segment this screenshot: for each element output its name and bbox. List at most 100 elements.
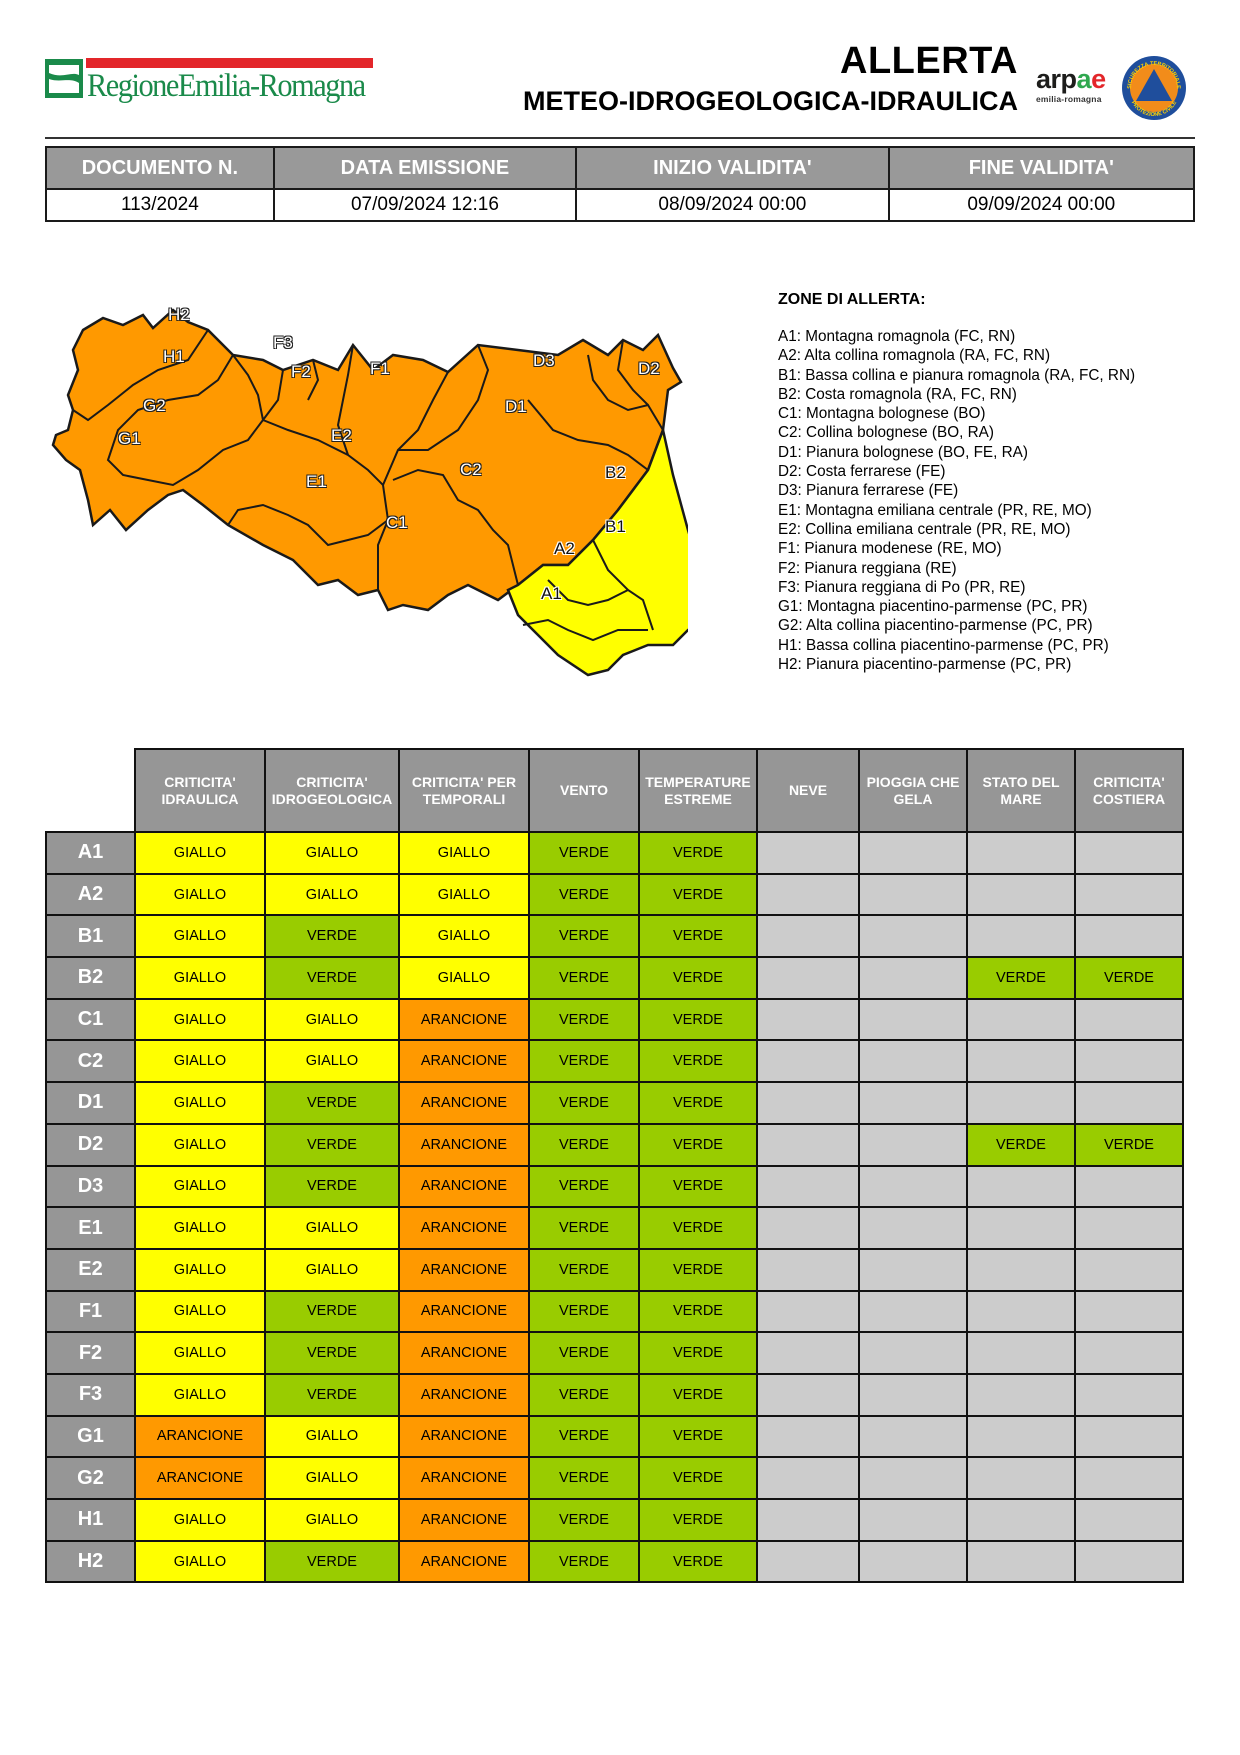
- alert-level-cell: GIALLO: [264, 1456, 400, 1500]
- meta-header-issue-date: DATA EMISSIONE: [272, 146, 578, 190]
- alert-level-cell: [756, 831, 860, 875]
- alert-level-cell: GIALLO: [134, 1122, 266, 1167]
- zone-legend-list: A1: Montagna romagnola (FC, RN) A2: Alta …: [778, 327, 1135, 674]
- alert-level-cell: [858, 872, 968, 917]
- table-row: D2 GIALLO VERDE ARANCIONE VERDE VERDE VERDE VER…: [45, 1122, 1184, 1167]
- table-row: C2 GIALLO GIALLO ARANCIONE VERDE VERDE: [45, 1039, 1184, 1084]
- zone-legend-item: B1: Bassa collina e pianura romagnola (R…: [778, 366, 1136, 384]
- column-header-line: STATO DEL: [982, 773, 1060, 790]
- alert-level-cell: [858, 1122, 968, 1167]
- page-subtitle: METEO-IDROGEOLOGICA-IDRAULICA: [523, 86, 1018, 116]
- table-row: E2 GIALLO GIALLO ARANCIONE VERDE VERDE: [45, 1247, 1184, 1292]
- alert-level-cell: [966, 872, 1076, 917]
- column-header-line: GELA: [893, 790, 933, 807]
- zone-legend-item: H2: Pianura piacentino-parmense (PC, PR): [778, 656, 1072, 674]
- column-header-line: CRITICITA': [164, 773, 236, 790]
- alert-level-cell: [756, 1372, 860, 1417]
- alert-level-cell: ARANCIONE: [398, 1247, 530, 1292]
- alert-level-cell: [1074, 1372, 1184, 1417]
- alert-level-cell: VERDE: [528, 1081, 640, 1125]
- column-header: CRITICITA' IDRAULICA: [134, 748, 266, 833]
- alert-level-cell: VERDE: [264, 1539, 400, 1584]
- alert-level-cell: [858, 831, 968, 875]
- map-label-a1: A1: [541, 584, 562, 603]
- arpae-logo-subtext: emilia-romagna: [1036, 94, 1102, 104]
- alert-level-cell: VERDE: [528, 956, 640, 1000]
- alert-level-cell: VERDE: [528, 1539, 640, 1584]
- alert-level-cell: [966, 1081, 1076, 1125]
- zone-legend-item: D3: Pianura ferrarese (FE): [778, 482, 959, 500]
- zone-code: H2: [45, 1539, 136, 1584]
- alert-level-cell: [966, 1414, 1076, 1459]
- alert-level-cell: VERDE: [528, 1247, 640, 1292]
- column-header-line: TEMPERATURE: [645, 773, 751, 790]
- column-header: CRITICITA' COSTIERA: [1074, 748, 1184, 833]
- column-header: VENTO: [528, 748, 640, 833]
- map-label-d1: D1: [505, 397, 527, 416]
- alert-levels-table: CRITICITA' IDRAULICA CRITICITA' IDROGEOLOGI…: [45, 748, 1184, 1584]
- column-header-line: COSTIERA: [1092, 790, 1166, 807]
- alert-level-cell: GIALLO: [398, 914, 530, 959]
- alert-level-cell: VERDE: [638, 831, 758, 875]
- alert-level-cell: [756, 1498, 860, 1542]
- zone-legend-item: D1: Pianura bolognese (BO, FE, RA): [778, 443, 1028, 461]
- alert-level-cell: VERDE: [966, 956, 1076, 1000]
- alert-level-cell: ARANCIONE: [134, 1414, 266, 1459]
- alert-level-cell: [1074, 1414, 1184, 1459]
- map-label-g2: G2: [143, 396, 166, 415]
- alert-level-cell: GIALLO: [264, 1206, 400, 1250]
- alert-level-cell: VERDE: [264, 1372, 400, 1417]
- alert-level-cell: VERDE: [638, 1372, 758, 1417]
- alert-level-cell: GIALLO: [264, 1247, 400, 1292]
- alert-level-cell: VERDE: [264, 1122, 400, 1167]
- alert-level-cell: [966, 997, 1076, 1042]
- alert-level-cell: VERDE: [528, 1331, 640, 1375]
- alert-level-cell: VERDE: [528, 1289, 640, 1334]
- table-row: E1 GIALLO GIALLO ARANCIONE VERDE VERDE: [45, 1206, 1184, 1250]
- zone-legend-item: F2: Pianura reggiana (RE): [778, 559, 957, 577]
- zone-legend-item: C2: Collina bolognese (BO, RA): [778, 424, 994, 442]
- alert-level-cell: [1074, 1498, 1184, 1542]
- alert-level-cell: [756, 1331, 860, 1375]
- zone-code: B1: [45, 914, 136, 959]
- alert-level-cell: VERDE: [528, 872, 640, 917]
- alert-level-cell: VERDE: [264, 1331, 400, 1375]
- alert-level-cell: [1074, 1081, 1184, 1125]
- map-label-e2: E2: [331, 426, 352, 445]
- alert-level-cell: [858, 1039, 968, 1084]
- alert-level-cell: ARANCIONE: [398, 1372, 530, 1417]
- column-header: CRITICITA' IDROGEOLOGICA: [264, 748, 400, 833]
- alert-level-cell: VERDE: [638, 1331, 758, 1375]
- validity-start: 08/09/2024 00:00: [575, 188, 890, 222]
- alert-level-cell: VERDE: [264, 1289, 400, 1334]
- alert-level-cell: [1074, 872, 1184, 917]
- table-row: C1 GIALLO GIALLO ARANCIONE VERDE VERDE: [45, 997, 1184, 1042]
- alert-level-cell: [858, 997, 968, 1042]
- arpae-logo-text: arpae: [1036, 64, 1106, 94]
- alert-level-cell: [1074, 1456, 1184, 1500]
- alert-level-cell: VERDE: [528, 914, 640, 959]
- alert-level-cell: VERDE: [264, 1081, 400, 1125]
- column-header-line: CRITICITA': [1093, 773, 1165, 790]
- alert-level-cell: ARANCIONE: [398, 1456, 530, 1500]
- map-label-d3: D3: [533, 351, 555, 370]
- alert-level-cell: [966, 1331, 1076, 1375]
- alert-level-cell: ARANCIONE: [134, 1456, 266, 1500]
- alert-level-cell: [756, 1206, 860, 1250]
- alert-level-cell: VERDE: [638, 872, 758, 917]
- zone-code: B2: [45, 956, 136, 1000]
- column-header-line: CRITICITA' PER: [411, 773, 517, 790]
- alert-level-cell: GIALLO: [398, 872, 530, 917]
- table-row: D3 GIALLO VERDE ARANCIONE VERDE VERDE: [45, 1164, 1184, 1209]
- zone-legend-item: D2: Costa ferrarese (FE): [778, 463, 946, 481]
- alert-level-cell: VERDE: [638, 914, 758, 959]
- alert-level-cell: VERDE: [264, 914, 400, 959]
- alert-level-cell: [966, 1247, 1076, 1292]
- meta-header-validity-start: INIZIO VALIDITA': [575, 146, 890, 190]
- map-label-h1: H1: [163, 347, 185, 366]
- logo-red-bar: [86, 58, 373, 68]
- alert-level-cell: ARANCIONE: [398, 1331, 530, 1375]
- alert-level-cell: ARANCIONE: [398, 1414, 530, 1459]
- alert-level-cell: [1074, 831, 1184, 875]
- zone-code: F1: [45, 1289, 136, 1334]
